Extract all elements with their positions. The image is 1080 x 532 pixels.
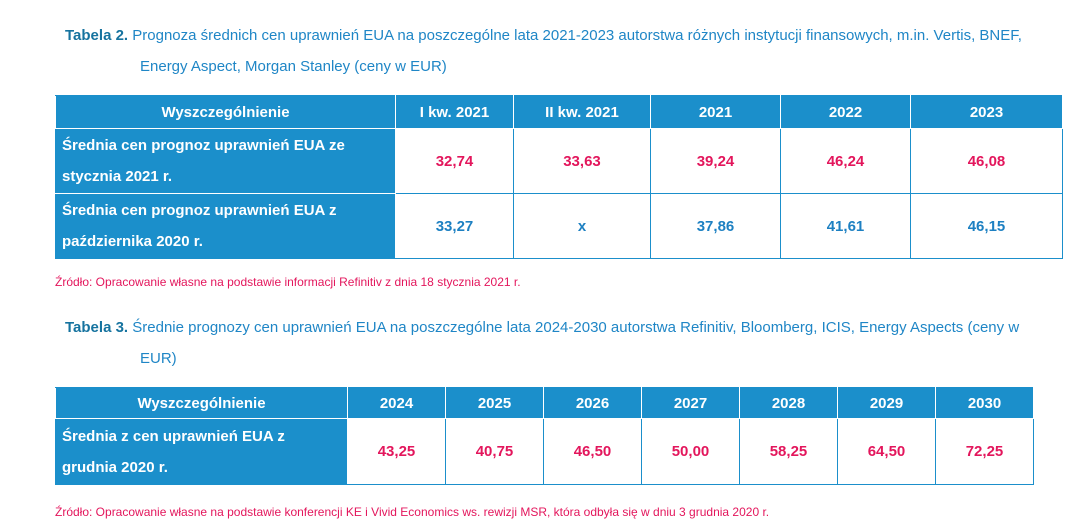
value-cell: 39,24 bbox=[650, 128, 781, 194]
caption-text: Średnie prognozy cen uprawnień EUA na po… bbox=[132, 319, 1020, 367]
table: Wyszczególnienie I kw. 2021 II kw. 2021 202… bbox=[55, 95, 1063, 259]
header-cell: Wyszczególnienie bbox=[55, 387, 348, 419]
value-cell: 46,50 bbox=[543, 418, 642, 485]
source-note: Źródło: Opracowanie własne na podstawie … bbox=[55, 505, 770, 519]
header-cell: 2026 bbox=[543, 387, 642, 419]
header-cell: Wyszczególnienie bbox=[55, 95, 396, 129]
value-cell: x bbox=[513, 193, 651, 259]
table-label: Tabela 2. bbox=[65, 27, 129, 44]
value-cell: 37,86 bbox=[650, 193, 781, 259]
header-row: Wyszczególnienie I kw. 2021 II kw. 2021 202… bbox=[55, 95, 1063, 129]
header-cell: 2021 bbox=[650, 95, 781, 129]
value-cell: 40,75 bbox=[445, 418, 544, 485]
header-cell: 2028 bbox=[739, 387, 838, 419]
value-cell: 33,27 bbox=[395, 193, 514, 259]
value-cell: 50,00 bbox=[641, 418, 740, 485]
header-cell: 2025 bbox=[445, 387, 544, 419]
value-cell: 32,74 bbox=[395, 128, 514, 194]
header-cell: 2030 bbox=[935, 387, 1034, 419]
value-cell: 64,50 bbox=[837, 418, 936, 485]
caption: Tabela 3. Średnie prognozy cen uprawnień… bbox=[65, 312, 1040, 374]
header-cell: 2024 bbox=[347, 387, 446, 419]
source-note: Źródło: Opracowanie własne na podstawie … bbox=[55, 275, 521, 289]
header-cell: 2022 bbox=[780, 95, 911, 129]
table: Wyszczególnienie 2024 2025 2026 2027 2028 2029… bbox=[55, 387, 1034, 485]
value-cell: 43,25 bbox=[347, 418, 446, 485]
header-cell: I kw. 2021 bbox=[395, 95, 514, 129]
caption-text: Prognoza średnich cen uprawnień EUA na p… bbox=[132, 27, 1022, 75]
row-header: Średnia cen prognoz uprawnień EUA ze sty… bbox=[55, 128, 396, 194]
value-cell: 46,24 bbox=[780, 128, 911, 194]
table-row: Średnia cen prognoz uprawnień EUA z paźd… bbox=[55, 193, 1063, 259]
value-cell: 41,61 bbox=[780, 193, 911, 259]
value-cell: 46,15 bbox=[910, 193, 1063, 259]
row-header: Średnia cen prognoz uprawnień EUA z paźd… bbox=[55, 193, 396, 259]
header-cell: II kw. 2021 bbox=[513, 95, 651, 129]
header-cell: 2027 bbox=[641, 387, 740, 419]
table-row: Średnia cen prognoz uprawnień EUA ze sty… bbox=[55, 128, 1063, 194]
table-label: Tabela 3. bbox=[65, 319, 129, 336]
header-cell: 2029 bbox=[837, 387, 936, 419]
value-cell: 72,25 bbox=[935, 418, 1034, 485]
header-row: Wyszczególnienie 2024 2025 2026 2027 2028 2029… bbox=[55, 387, 1034, 419]
table-row: Średnia z cen uprawnień EUA z grudnia 20… bbox=[55, 418, 1034, 485]
row-header: Średnia z cen uprawnień EUA z grudnia 20… bbox=[55, 418, 348, 485]
value-cell: 33,63 bbox=[513, 128, 651, 194]
caption: Tabela 2. Prognoza średnich cen uprawnie… bbox=[65, 20, 1040, 82]
value-cell: 46,08 bbox=[910, 128, 1063, 194]
header-cell: 2023 bbox=[910, 95, 1063, 129]
value-cell: 58,25 bbox=[739, 418, 838, 485]
